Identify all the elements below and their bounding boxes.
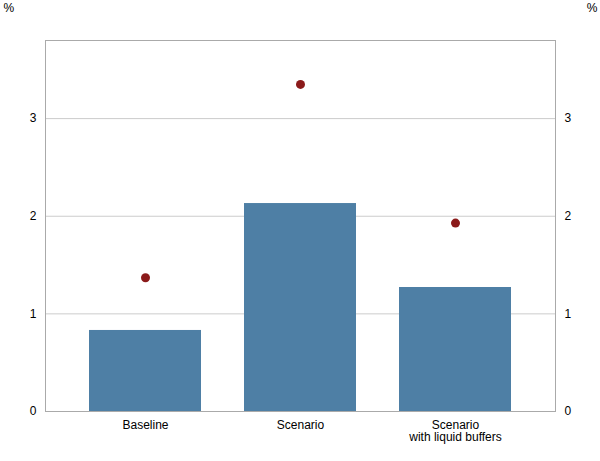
svg-text:0: 0 <box>30 404 37 418</box>
svg-text:3: 3 <box>30 111 37 125</box>
svg-text:2: 2 <box>30 209 37 223</box>
svg-text:Baseline: Baseline <box>122 418 168 432</box>
svg-text:2: 2 <box>565 209 572 223</box>
svg-text:%: % <box>4 1 15 15</box>
svg-text:Scenario: Scenario <box>277 418 325 432</box>
svg-text:3: 3 <box>565 111 572 125</box>
svg-text:Scenariowith liquid buffers: Scenariowith liquid buffers <box>408 418 502 444</box>
svg-text:%: % <box>587 1 598 15</box>
svg-text:1: 1 <box>30 307 37 321</box>
svg-text:0: 0 <box>565 404 572 418</box>
svg-text:1: 1 <box>565 307 572 321</box>
